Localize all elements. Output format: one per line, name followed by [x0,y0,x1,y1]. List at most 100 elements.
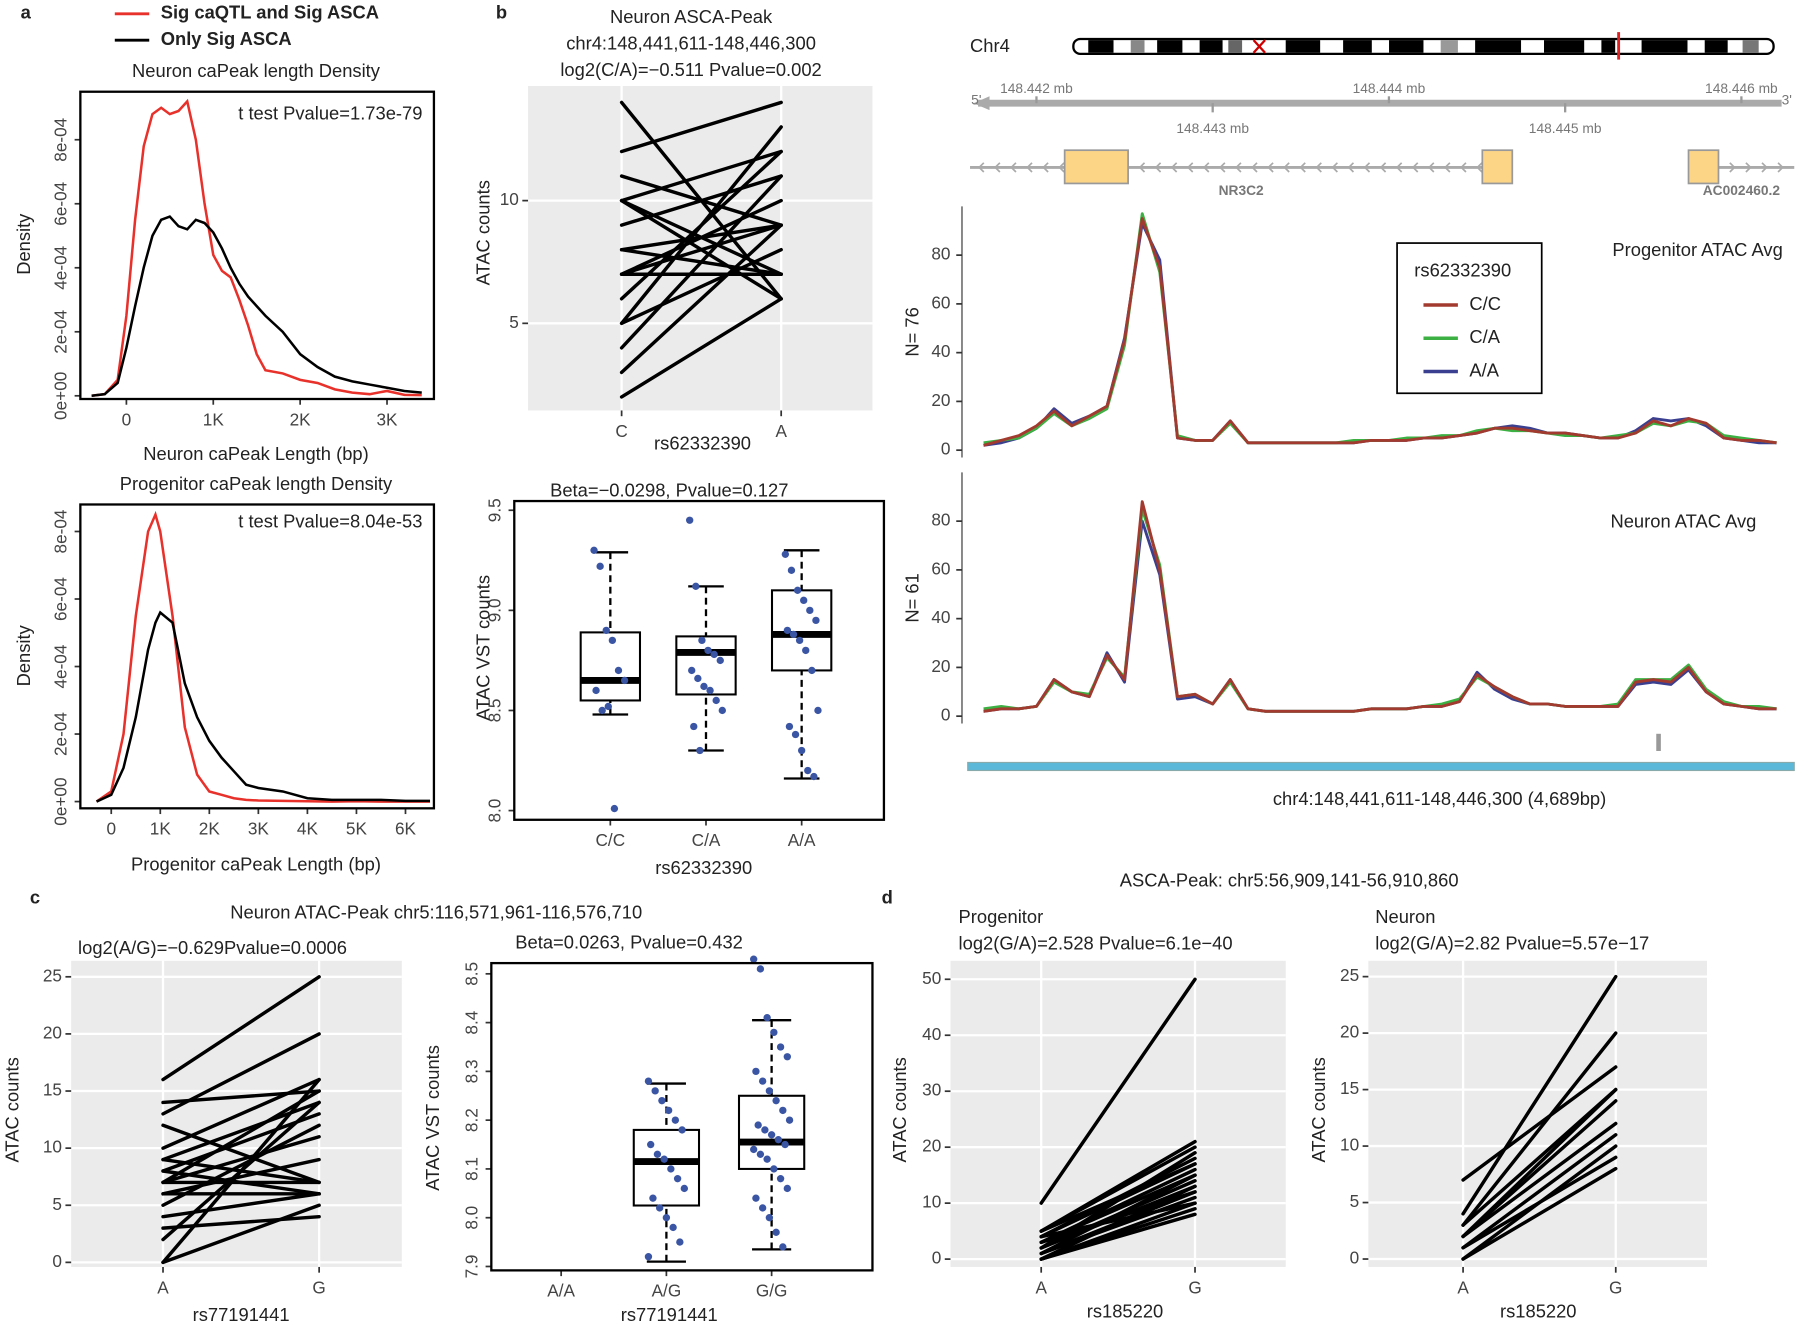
gene-label: NR3C2 [1219,183,1264,198]
pair-line [161,1214,321,1230]
point [671,1116,680,1124]
band [1440,40,1458,53]
plot-frame [79,90,436,401]
point [662,1214,671,1222]
centromere [1252,39,1266,54]
y-tick-label: 0 [941,705,951,725]
panel-label: b [496,2,507,23]
point [814,706,822,715]
point [694,674,702,683]
point [779,1106,787,1115]
point [761,1126,769,1134]
exon [1481,149,1514,185]
density-line [96,610,431,803]
x-axis-label: rs62332390 [655,857,752,878]
point [758,1204,767,1212]
point [667,1165,675,1173]
strand-arrow [1010,162,1017,173]
point [692,582,700,591]
band [1742,40,1759,53]
x-tick-label: 1K [203,409,225,429]
y-axis-label: N= 76 [902,307,923,356]
y-tick-label: 0e+00 [51,777,71,825]
x-axis-label: rs77191441 [621,1304,718,1325]
point [644,1077,653,1085]
y-tick-label: 80 [931,244,950,264]
band [1343,40,1372,53]
point [644,1253,653,1261]
pair-line [161,1203,321,1265]
y-axis-label: ATAC counts [889,1057,910,1162]
legend-title: rs62332390 [1414,260,1511,281]
y-tick-label: 4e-04 [51,644,71,688]
point [806,606,814,615]
y-tick-label: 20 [43,1022,62,1042]
pair-line [1039,1195,1197,1256]
pair-line [619,198,783,276]
point [808,666,816,675]
point [686,516,694,524]
x-tick-label: 5K [346,819,368,839]
point [716,656,724,665]
y-tick-label: 8.4 [461,1010,481,1034]
pair-line [161,1089,321,1185]
y-tick-label: 0 [941,439,951,459]
y-tick-label: 2e-04 [51,309,71,353]
plot-frame [513,499,886,821]
point [614,666,623,675]
x-tick-label: A [157,1277,169,1297]
y-axis-label: Density [13,624,34,686]
x-tick-label: C/A [692,830,721,850]
strand-label: 5' [971,93,981,108]
chromosome-ideogram [1072,32,1775,60]
point [710,650,718,659]
point [756,965,765,973]
chromosome-label: Chr4 [970,35,1010,56]
y-tick-label: 40 [922,1024,941,1044]
annotation: t test Pvalue=8.04e-53 [238,511,422,532]
band [1228,40,1243,53]
y-tick-label: 8.0 [461,1206,481,1230]
x-axis-label: rs185220 [1500,1301,1577,1322]
point [797,746,806,755]
y-tick-label: 5 [52,1194,62,1214]
point [793,586,802,595]
strand-arrow [1761,162,1768,173]
y-tick-label: 40 [931,341,950,361]
x-tick-label: A/A [547,1281,575,1301]
x-axis-label: Neuron caPeak Length (bp) [143,443,369,464]
legend-box [1396,242,1543,395]
pair-line [619,223,783,276]
strand-arrow [1154,162,1162,173]
point [620,676,629,685]
y-tick-label: 9.0 [484,598,504,622]
point [776,1043,785,1051]
point [651,1087,659,1095]
pair-line [1039,1162,1197,1233]
point [698,636,706,645]
point [779,1243,787,1251]
strand-arrow [994,162,1001,173]
point [754,1121,762,1129]
pair-line [161,1077,321,1150]
y-tick-label: 20 [931,656,950,676]
strand-arrow [1235,162,1242,173]
pair-line [1461,1087,1618,1239]
pair-line [619,149,783,301]
chart-subtitle: log2(G/A)=2.528 Pvalue=6.1e−40 [959,933,1233,954]
y-tick-label: 6e-04 [51,577,71,621]
point [750,1145,758,1154]
y-tick-label: 20 [1340,1022,1359,1042]
density-line [95,510,431,803]
y-tick-label: 10 [500,189,519,209]
point [763,1014,771,1022]
strand-arrow [1331,162,1338,173]
pair-line [1039,1184,1197,1261]
pair-line [161,1135,321,1185]
strand-arrow [1170,162,1178,173]
point [664,1106,673,1115]
y-tick-label: 15 [43,1080,62,1100]
pair-line [1039,1201,1197,1239]
x-tick-label: A/A [788,830,816,850]
